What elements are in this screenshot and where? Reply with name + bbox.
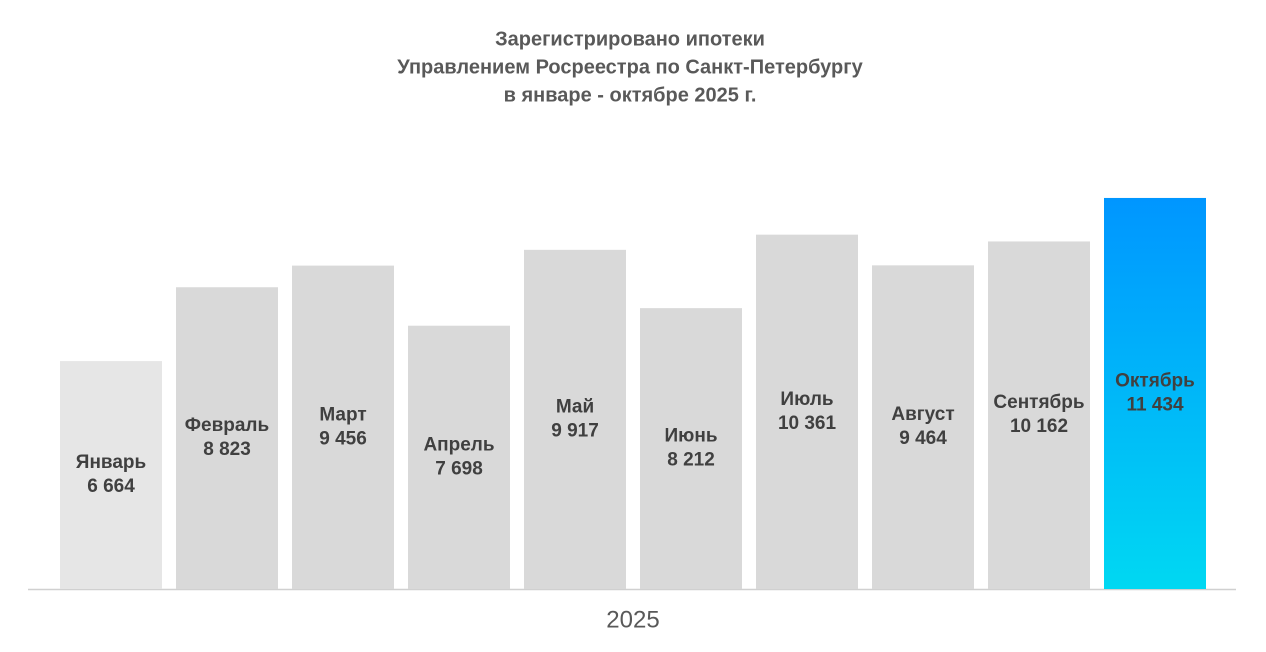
value-label: 7 698 (435, 458, 483, 479)
category-label: Май (556, 396, 594, 417)
bar (872, 265, 974, 589)
bar (640, 308, 742, 589)
bar (292, 265, 394, 589)
value-label: 9 917 (551, 420, 599, 441)
chart-title: Зарегистрировано ипотеки (495, 28, 765, 50)
value-label: 11 434 (1126, 394, 1183, 415)
category-label: Апрель (423, 434, 494, 455)
value-label: 10 361 (778, 413, 837, 434)
bar (524, 249, 626, 589)
bar (408, 325, 510, 589)
value-label: 8 212 (667, 450, 715, 471)
value-label: 9 464 (899, 428, 947, 449)
value-label: 8 823 (203, 439, 251, 460)
bar (60, 361, 162, 589)
category-label: Март (319, 404, 366, 425)
chart-title: в январе - октябре 2025 г. (504, 84, 757, 106)
category-label: Февраль (185, 415, 269, 436)
bar (756, 234, 858, 589)
bar (176, 287, 278, 589)
category-label: Июнь (664, 426, 717, 447)
category-label: Январь (76, 452, 146, 473)
x-axis-label: 2025 (606, 606, 659, 633)
category-label: Сентябрь (993, 392, 1084, 413)
chart-title: Управлением Росреестра по Санкт-Петербур… (397, 56, 863, 78)
category-label: Август (891, 404, 954, 425)
value-label: 6 664 (87, 476, 135, 497)
bar (988, 241, 1090, 589)
category-label: Октябрь (1115, 370, 1195, 391)
category-label: Июль (780, 389, 833, 410)
value-label: 10 162 (1010, 416, 1068, 437)
value-label: 9 456 (319, 428, 367, 449)
bar (1104, 197, 1206, 589)
